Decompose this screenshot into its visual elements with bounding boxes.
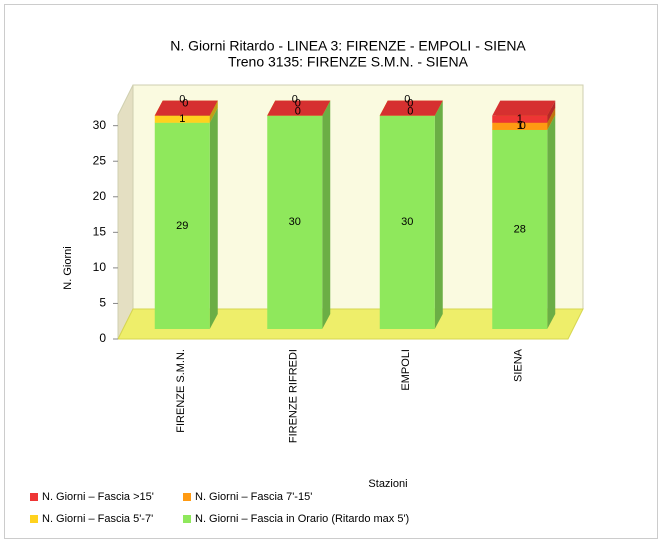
- bar: [492, 122, 548, 130]
- value-label: 0: [407, 106, 413, 118]
- chart-subtitle: Treno 3135: FIRENZE S.M.N. - SIENA: [228, 54, 469, 70]
- y-tick-label: 30: [93, 118, 107, 132]
- x-tick-label: EMPOLI: [400, 349, 412, 391]
- bar: [154, 115, 210, 123]
- legend-label: N. Giorni – Fascia >15': [42, 491, 154, 503]
- bar: [492, 115, 548, 123]
- value-label: 28: [514, 223, 526, 235]
- value-label: 0: [295, 106, 301, 118]
- value-label: 0: [520, 120, 526, 132]
- bar-side: [209, 100, 218, 123]
- legend-label: N. Giorni – Fascia 7'-15': [195, 491, 312, 503]
- value-label: 1: [179, 113, 185, 125]
- bar-side: [547, 107, 556, 130]
- value-label: 30: [289, 216, 301, 228]
- value-label: 29: [176, 220, 188, 232]
- y-tick-label: 0: [99, 331, 106, 345]
- legend-swatch: [30, 515, 38, 523]
- bar-side: [322, 100, 331, 330]
- value-label: 30: [401, 216, 413, 228]
- bar-side: [209, 107, 218, 330]
- bar-top: [492, 100, 556, 116]
- bar: [492, 129, 548, 329]
- bar-top: [267, 100, 331, 116]
- value-label: 0: [179, 94, 185, 106]
- y-tick-label: 15: [93, 225, 107, 239]
- floor: [117, 308, 584, 340]
- legend-swatch: [183, 493, 191, 501]
- bar-top: [379, 100, 443, 116]
- bar-side: [547, 114, 556, 329]
- bar-side: [434, 100, 443, 330]
- side-wall: [117, 84, 134, 340]
- y-axis-title: N. Giorni: [62, 246, 74, 289]
- x-tick-label: FIRENZE RIFREDI: [288, 349, 300, 443]
- y-tick-label: 5: [99, 296, 106, 310]
- x-tick-label: FIRENZE S.M.N.: [175, 349, 187, 433]
- value-label: 0: [292, 94, 298, 106]
- y-tick-label: 25: [93, 153, 107, 167]
- bar-side: [547, 100, 556, 123]
- legend-label: N. Giorni – Fascia in Orario (Ritardo ma…: [195, 513, 409, 525]
- bar-top: [154, 100, 218, 116]
- value-label: 0: [182, 98, 188, 110]
- legend-swatch: [183, 515, 191, 523]
- y-tick-label: 20: [93, 189, 107, 203]
- bar: [267, 115, 323, 330]
- bar: [154, 122, 210, 330]
- value-label: 0: [404, 94, 410, 106]
- chart-title: N. Giorni Ritardo - LINEA 3: FIRENZE - E…: [170, 38, 526, 54]
- bar: [379, 115, 435, 330]
- value-label: 0: [407, 98, 413, 110]
- y-tick-label: 10: [93, 260, 107, 274]
- value-label: 1: [517, 120, 523, 132]
- value-label: 1: [517, 113, 523, 125]
- legend-swatch: [30, 493, 38, 501]
- legend-label: N. Giorni – Fascia 5'-7': [42, 513, 153, 525]
- x-tick-label: SIENA: [513, 348, 525, 382]
- x-axis-title: Stazioni: [368, 478, 407, 490]
- value-label: 0: [295, 98, 301, 110]
